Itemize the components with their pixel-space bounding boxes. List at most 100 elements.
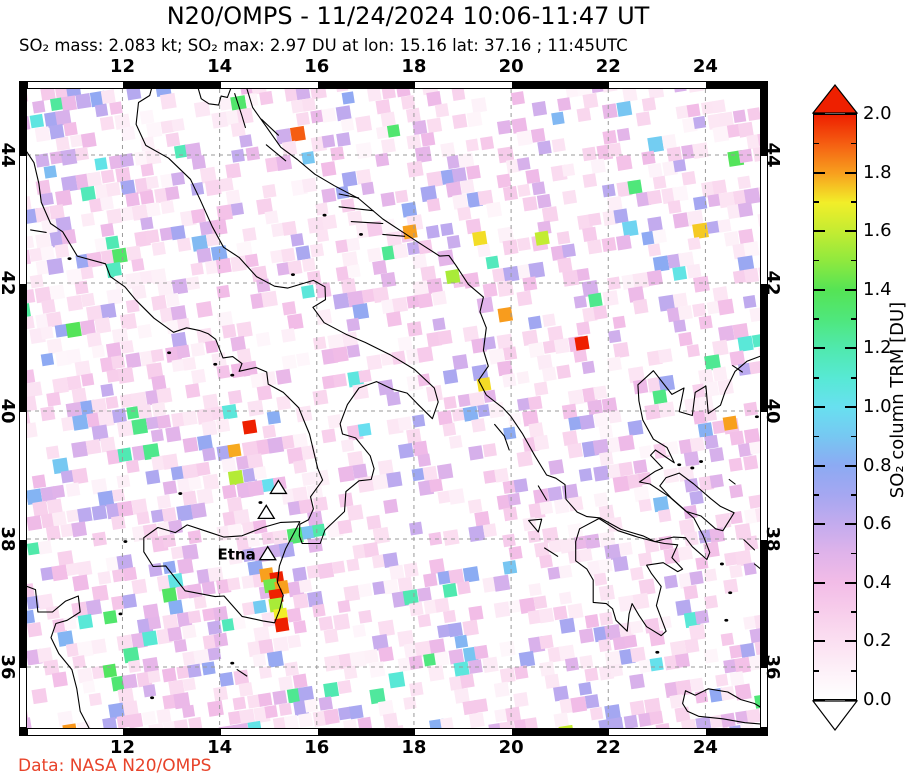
islet-dot	[118, 612, 123, 616]
lat-tick-label: 42	[0, 270, 18, 296]
so2-hotspot-pixel	[263, 578, 279, 594]
islet	[350, 221, 384, 225]
colorbar-minor-tick	[851, 435, 857, 438]
islet-dot	[358, 232, 363, 236]
volcano-marker-vulcano	[257, 504, 276, 520]
lon-tick-label: 14	[207, 737, 233, 758]
coastline-italy	[27, 89, 439, 545]
colorbar-title: SO₂ column TRM [DU]	[887, 301, 908, 499]
lat-tick-label: 40	[762, 398, 783, 424]
islet-dot	[699, 460, 704, 463]
colorbar-major-tick	[845, 523, 857, 526]
figure-subtitle: SO₂ mass: 2.083 kt; SO₂ max: 2.97 DU at …	[19, 36, 628, 55]
islet	[743, 539, 756, 551]
frame-segment	[706, 82, 760, 88]
islet-dot	[719, 562, 724, 566]
islet	[260, 118, 279, 136]
colorbar-minor-tick	[813, 494, 819, 496]
so2-hotspot-pixels	[242, 224, 738, 633]
colorbar-major-tick	[845, 640, 857, 643]
frame-corner	[19, 728, 27, 736]
lat-tick-label: 44	[762, 142, 783, 168]
colorbar-major-tick	[813, 113, 825, 115]
frame-segment	[123, 729, 221, 735]
lon-tick-label: 24	[692, 56, 718, 77]
frame-segment	[761, 540, 767, 668]
islet	[537, 485, 548, 501]
lon-tick-label: 22	[595, 56, 621, 77]
colorbar-minor-tick	[851, 611, 857, 613]
coastline-crete	[682, 688, 760, 725]
colorbar-tick-label: 0.4	[863, 571, 892, 593]
islet-dot	[230, 373, 235, 377]
coastline-balkans	[246, 89, 760, 561]
data-credit: Data: NASA N20/OMPS	[18, 756, 212, 776]
islet-dot	[213, 362, 218, 366]
colorbar-over-arrow-icon	[812, 84, 858, 114]
islet	[338, 206, 374, 212]
lon-tick-label: 24	[692, 737, 718, 758]
islet-dot	[150, 696, 155, 700]
colorbar-major-tick	[813, 523, 825, 526]
colorbar-major-tick	[845, 230, 857, 233]
colorbar-minor-tick	[813, 670, 819, 672]
lon-tick-label: 16	[304, 56, 330, 77]
islet	[338, 193, 360, 199]
frame-segment	[317, 729, 415, 735]
islet-dot	[67, 257, 72, 261]
colorbar-minor-tick	[813, 611, 819, 613]
so2-pixel-field	[27, 89, 760, 728]
frame-bar	[19, 89, 27, 728]
islet-dot	[230, 661, 235, 665]
islet	[544, 547, 559, 557]
frame-bar	[27, 81, 761, 89]
frame-segment	[761, 90, 767, 156]
colorbar-major-tick	[813, 230, 825, 233]
lat-tick-label: 44	[0, 142, 18, 168]
colorbar-minor-tick	[813, 552, 819, 555]
islet	[753, 563, 760, 570]
colorbar-minor-tick	[851, 201, 857, 203]
figure-title: N20/OMPS - 11/24/2024 10:06-11:47 UT	[166, 2, 650, 30]
colorbar-tick-label: 0.8	[863, 454, 892, 476]
islet-dot	[258, 501, 263, 504]
islet-dot	[724, 618, 729, 622]
coastlines	[27, 89, 760, 728]
islet	[234, 93, 246, 129]
colorbar-under-arrow-icon	[812, 700, 858, 731]
coastline-sicily	[143, 521, 301, 624]
colorbar-minor-tick	[813, 435, 819, 438]
colorbar-major-tick	[813, 640, 825, 643]
colorbar-minor-tick	[813, 142, 819, 145]
frame-corner	[760, 81, 768, 89]
volcano-markers: Etna	[217, 479, 288, 564]
lat-tick-label: 42	[762, 270, 783, 296]
colorbar-major-tick	[845, 347, 857, 350]
colorbar-minor-tick	[851, 377, 857, 379]
volcano-marker-etna	[258, 545, 277, 561]
frame-bar	[27, 728, 761, 736]
lon-tick-label: 12	[109, 737, 135, 758]
colorbar-tick-label: 1.8	[863, 161, 892, 183]
islet-dot	[655, 650, 660, 654]
colorbar-tick-label: 0.2	[863, 630, 892, 652]
colorbar-minor-tick	[851, 318, 857, 320]
colorbar-tick-label: 1.2	[863, 337, 892, 359]
colorbar-minor-tick	[813, 201, 819, 203]
colorbar-minor-tick	[851, 670, 857, 672]
frame-segment	[20, 540, 26, 668]
frame-segment	[20, 284, 26, 412]
colorbar-major-tick	[813, 464, 825, 467]
islet-dot	[754, 415, 759, 419]
colorbar-minor-tick	[813, 259, 819, 262]
lon-tick-label: 14	[207, 56, 233, 77]
colorbar-major-tick	[845, 171, 857, 174]
colorbar-major-tick	[813, 288, 825, 291]
colorbar-major-tick	[813, 406, 825, 408]
islet	[265, 144, 287, 162]
islet-dot	[690, 466, 695, 470]
colorbar-tick-label: 1.4	[863, 278, 892, 300]
colorbar-major-tick	[845, 581, 857, 584]
islet	[494, 423, 510, 451]
